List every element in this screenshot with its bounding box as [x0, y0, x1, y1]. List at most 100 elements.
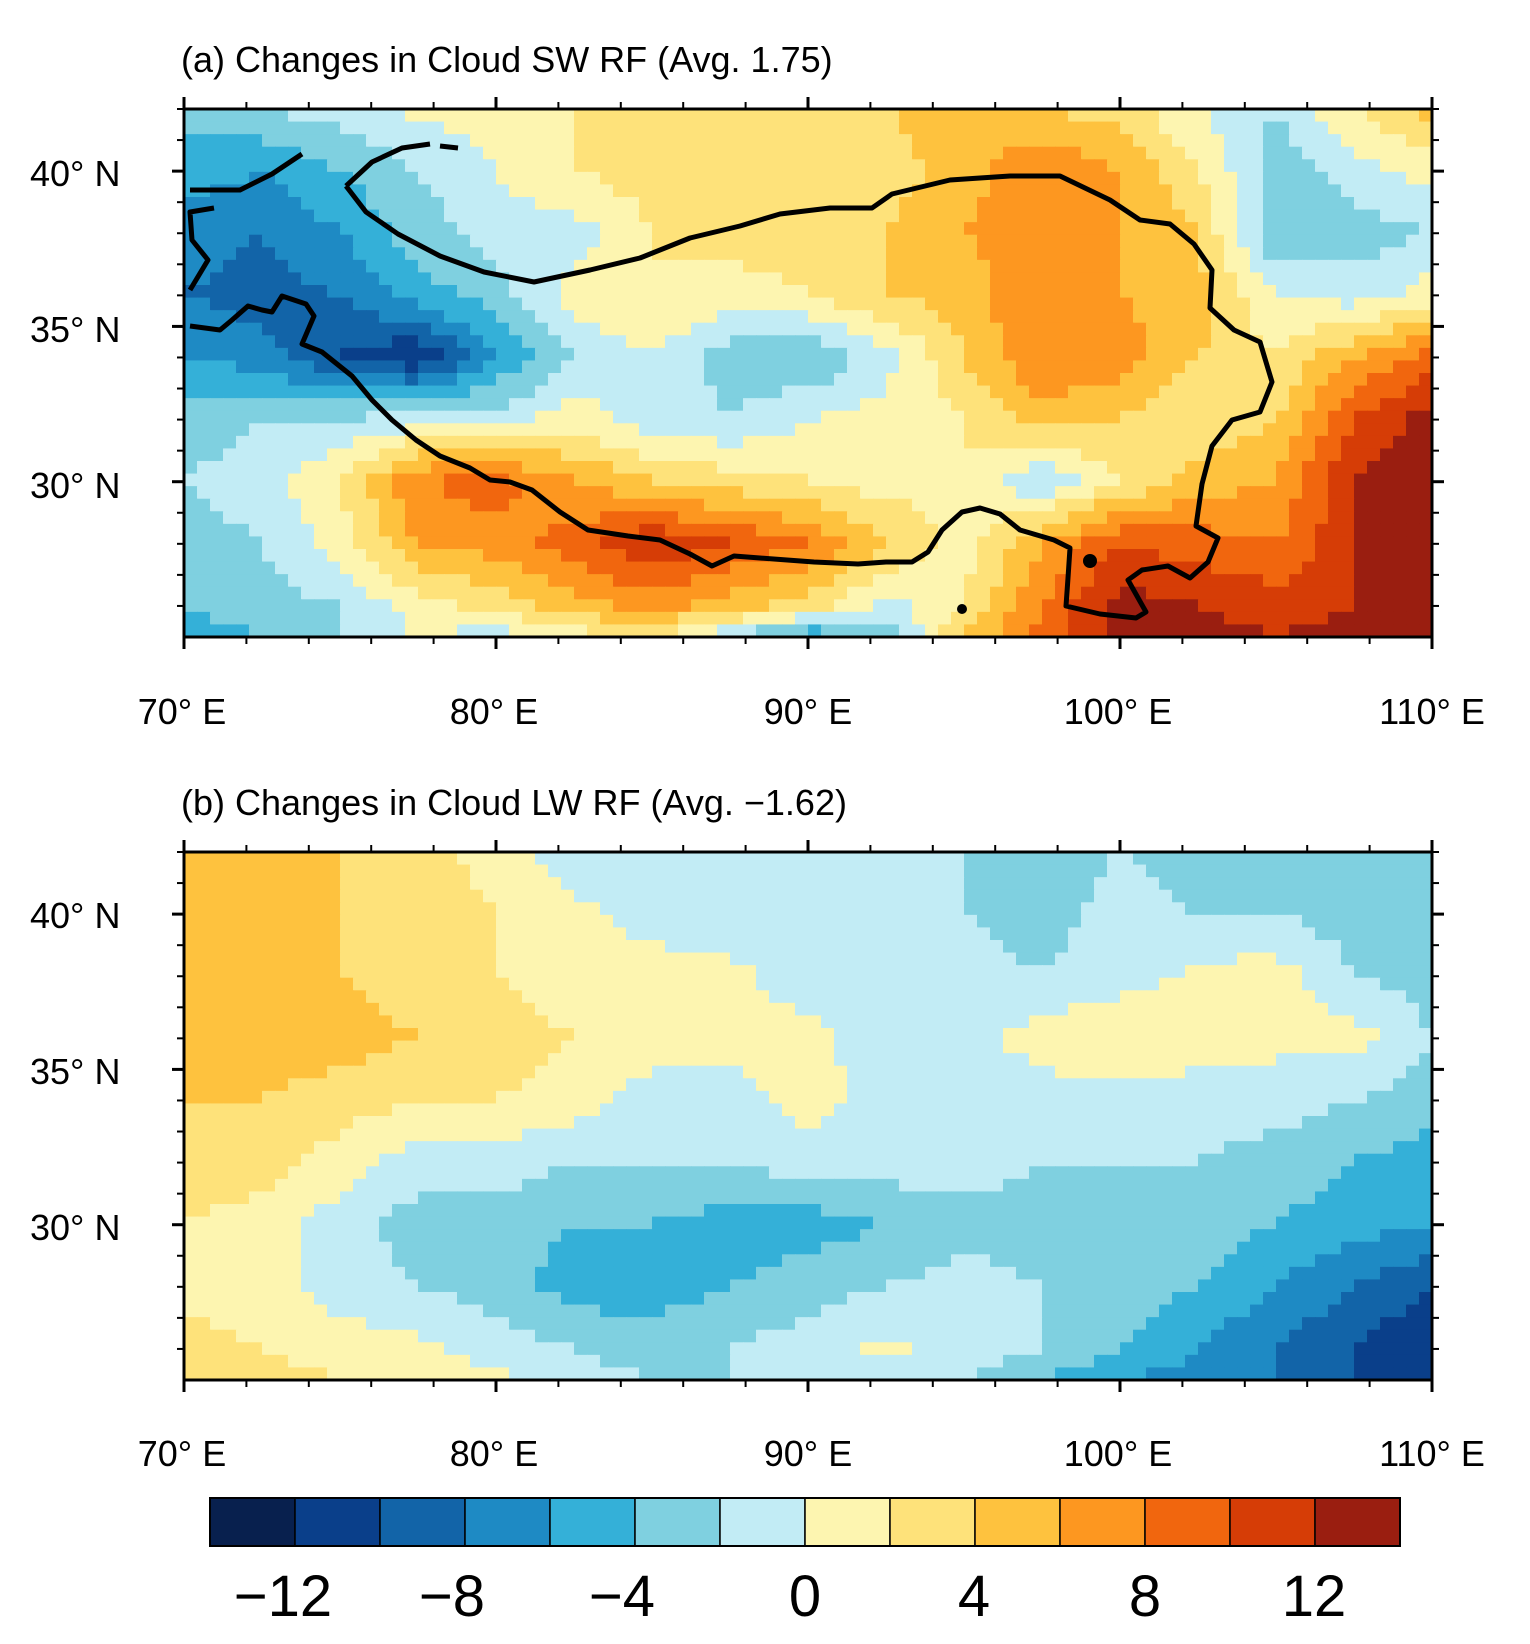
- contour-cell: [236, 146, 250, 160]
- contour-cell: [704, 435, 718, 450]
- contour-cell: [1042, 134, 1056, 148]
- contour-cell: [1055, 360, 1069, 374]
- contour-cell: [860, 952, 874, 966]
- contour-cell: [1003, 498, 1017, 512]
- contour-cell: [964, 335, 978, 349]
- contour-cell: [821, 209, 835, 223]
- contour-cell: [1367, 423, 1381, 437]
- contour-cell: [418, 536, 432, 550]
- contour-cell: [1302, 624, 1316, 637]
- contour-cell: [1042, 297, 1056, 311]
- contour-cell: [912, 461, 926, 475]
- contour-cell: [665, 272, 679, 286]
- contour-cell: [574, 914, 588, 929]
- contour-cell: [964, 373, 978, 387]
- contour-cell: [1224, 914, 1238, 929]
- contour-cell: [301, 285, 315, 299]
- contour-cell: [301, 209, 315, 223]
- contour-cell: [535, 322, 549, 336]
- contour-cell: [1250, 209, 1264, 223]
- contour-cell: [951, 385, 965, 399]
- contour-cell: [314, 435, 328, 450]
- contour-cell: [1107, 864, 1121, 878]
- contour-cell: [1159, 146, 1173, 160]
- contour-cell: [795, 171, 809, 186]
- contour-cell: [1198, 864, 1212, 878]
- contour-cell: [184, 146, 198, 160]
- contour-cell: [1055, 159, 1069, 173]
- contour-cell: [574, 877, 588, 891]
- contour-cell: [1224, 159, 1238, 173]
- contour-cell: [1354, 549, 1368, 563]
- contour-cell: [353, 877, 367, 891]
- contour-cell: [483, 423, 497, 437]
- contour-cell: [1107, 423, 1121, 437]
- contour-cell: [1341, 259, 1355, 274]
- contour-cell: [782, 599, 796, 613]
- contour-cell: [1367, 398, 1381, 412]
- contour-cell: [886, 347, 900, 362]
- contour-cell: [769, 914, 783, 929]
- contour-cell: [431, 222, 445, 236]
- contour-cell: [977, 247, 991, 261]
- contour-cell: [1029, 549, 1043, 563]
- contour-cell: [561, 864, 575, 878]
- contour-cell: [769, 611, 783, 626]
- contour-cell: [1367, 511, 1381, 525]
- contour-cell: [925, 322, 939, 336]
- contour-cell: [1055, 511, 1069, 525]
- contour-cell: [717, 360, 731, 374]
- contour-cell: [535, 574, 549, 588]
- contour-cell: [1029, 486, 1043, 500]
- contour-cell: [1107, 889, 1121, 903]
- contour-cell: [327, 423, 341, 437]
- contour-cell: [860, 134, 874, 148]
- contour-cell: [1107, 536, 1121, 550]
- contour-cell: [275, 549, 289, 563]
- contour-cell: [873, 171, 887, 186]
- contour-cell: [1367, 864, 1381, 878]
- contour-cell: [444, 209, 458, 223]
- contour-cell: [483, 184, 497, 198]
- contour-cell: [1107, 523, 1121, 538]
- contour-cell: [1224, 335, 1238, 349]
- contour-cell: [1159, 410, 1173, 424]
- contour-cell: [301, 852, 315, 866]
- contour-cell: [665, 511, 679, 525]
- contour-cell: [223, 914, 237, 929]
- contour-cell: [1393, 259, 1407, 274]
- contour-cell: [483, 385, 497, 399]
- contour-cell: [1211, 171, 1225, 186]
- contour-cell: [1263, 184, 1277, 198]
- contour-cell: [626, 561, 640, 575]
- contour-cell: [236, 940, 250, 954]
- contour-cell: [275, 498, 289, 512]
- contour-cell: [821, 889, 835, 903]
- contour-cell: [470, 852, 484, 866]
- contour-cell: [392, 360, 406, 374]
- contour-cell: [496, 852, 510, 866]
- contour-cell: [340, 146, 354, 160]
- contour-cell: [717, 864, 731, 878]
- contour-cell: [249, 335, 263, 349]
- contour-cell: [1276, 335, 1290, 349]
- contour-cell: [756, 461, 770, 475]
- contour-cell: [496, 586, 510, 600]
- contour-cell: [600, 121, 614, 135]
- contour-cell: [431, 310, 445, 324]
- contour-cell: [288, 209, 302, 223]
- contour-cell: [990, 159, 1004, 173]
- contour-cell: [808, 486, 822, 500]
- contour-cell: [444, 511, 458, 525]
- contour-cell: [964, 877, 978, 891]
- contour-cell: [691, 360, 705, 374]
- contour-cell: [1094, 536, 1108, 550]
- contour-cell: [535, 184, 549, 198]
- contour-cell: [1276, 259, 1290, 274]
- contour-cell: [1315, 574, 1329, 588]
- contour-cell: [288, 952, 302, 966]
- contour-cell: [756, 940, 770, 954]
- contour-cell: [1211, 864, 1225, 878]
- contour-cell: [1133, 536, 1147, 550]
- contour-cell: [743, 902, 757, 916]
